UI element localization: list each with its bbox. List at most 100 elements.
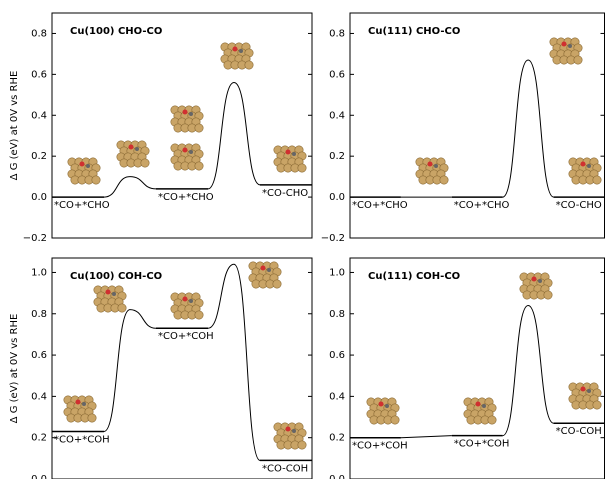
atom-o [129,145,134,150]
y-tick-label: 0.4 [329,391,345,402]
y-tick-label: 0.6 [329,69,345,80]
adsorbate-slab-illustration [274,146,306,172]
panel-title: Cu(100) COH-CO [70,271,162,282]
atom-c [86,164,90,168]
y-tick-label: 1.0 [31,267,47,278]
adsorbate-slab-illustration [274,423,306,449]
atom [141,159,149,167]
barrier-curve [503,60,554,197]
state-label: *CO+*COH [54,434,110,445]
adsorbate-slab-illustration [550,38,582,64]
adsorbate-slab-illustration [171,293,203,319]
state-label: *CO-COH [262,463,308,474]
atom-o [76,400,81,405]
atom-c [82,402,86,406]
y-tick-label: 0.2 [31,433,47,444]
adsorbate-slab-illustration [416,158,448,184]
adsorbate-slab-illustration [171,144,203,170]
y-tick-label: 0.8 [31,28,47,39]
atom-c [189,150,193,154]
y-tick-label: 0.4 [31,391,47,402]
atom-o [233,47,238,52]
atom-o [286,150,291,155]
y-tick-label: −0.2 [23,233,47,244]
atom [574,56,582,64]
atom [92,176,100,184]
atom-c [587,389,591,393]
state-label: *CO+*CHO [54,200,110,211]
atom-o [261,266,266,271]
state-label: *CO+*COH [454,439,510,450]
y-tick-label: 0.8 [31,309,47,320]
y-tick-label: 0.2 [329,151,345,162]
state-label: *CO-COH [556,426,602,437]
adsorbate-slab-illustration [64,396,96,422]
atom [544,291,552,299]
figure: −0.2 0.0 0.2 0.4 0.6 0.8 Δ G (eV) at 0V vs RHE… [0,0,605,479]
barrier-curve [208,83,260,189]
atom-c [135,147,139,151]
y-tick-label: 0.8 [329,309,345,320]
y-tick-label: 0.0 [31,474,47,479]
atom-o [183,148,188,153]
state-label: *CO+*COH [352,441,408,452]
atom-c [434,164,438,168]
atom-c [292,429,296,433]
y-tick-label: 1.0 [329,267,345,278]
atom-o [286,427,291,432]
adsorbate-slab-illustration [249,262,281,288]
atom-c [482,404,486,408]
y-tick-label: 0.2 [31,151,47,162]
atom-o [183,297,188,302]
atom-o [581,387,586,392]
atom [195,162,203,170]
atom-c [385,404,389,408]
atom [391,416,399,424]
atom-o [183,110,188,115]
atom-o [428,162,433,167]
state-label: *CO+*CHO [352,200,408,211]
atom [593,401,601,409]
atom-o [379,402,384,407]
atom [195,311,203,319]
atom [593,176,601,184]
atom [488,416,496,424]
atom [88,414,96,422]
y-tick-label: 0.6 [31,69,47,80]
panel-title: Cu(111) COH-CO [368,271,460,282]
adsorbate-slab-illustration [221,43,253,69]
atom-c [239,49,243,53]
y-tick-label: 0.4 [31,110,47,121]
atom [298,164,306,172]
adsorbate-slab-illustration [569,158,601,184]
y-tick-label: −0.2 [321,233,345,244]
atom [118,304,126,312]
adsorbate-slab-illustration [68,158,100,184]
atom-o [562,42,567,47]
atom-c [292,152,296,156]
atom-c [587,164,591,168]
state-label: *CO+*CHO [454,200,510,211]
atom-c [267,268,271,272]
atom-c [538,279,542,283]
state-label: *CO-CHO [262,188,308,199]
atom-c [112,292,116,296]
atom [195,124,203,132]
adsorbate-slab-illustration [117,141,149,167]
atom-o [80,162,85,167]
atom [440,176,448,184]
y-tick-label: 0.2 [329,433,345,444]
barrier-curve [104,177,156,197]
barrier-curve [104,310,156,432]
axes-frame [52,258,312,479]
state-label: *CO+*COH [158,331,214,342]
adsorbate-slab-illustration [367,398,399,424]
atom [298,441,306,449]
y-axis-label: Δ G (eV) at 0V vs RHE [9,71,20,181]
adsorbate-slab-illustration [520,273,552,299]
barrier-curve [503,306,554,436]
atom-o [106,290,111,295]
atom-o [581,162,586,167]
atom-o [532,277,537,282]
adsorbate-slab-illustration [94,286,126,312]
